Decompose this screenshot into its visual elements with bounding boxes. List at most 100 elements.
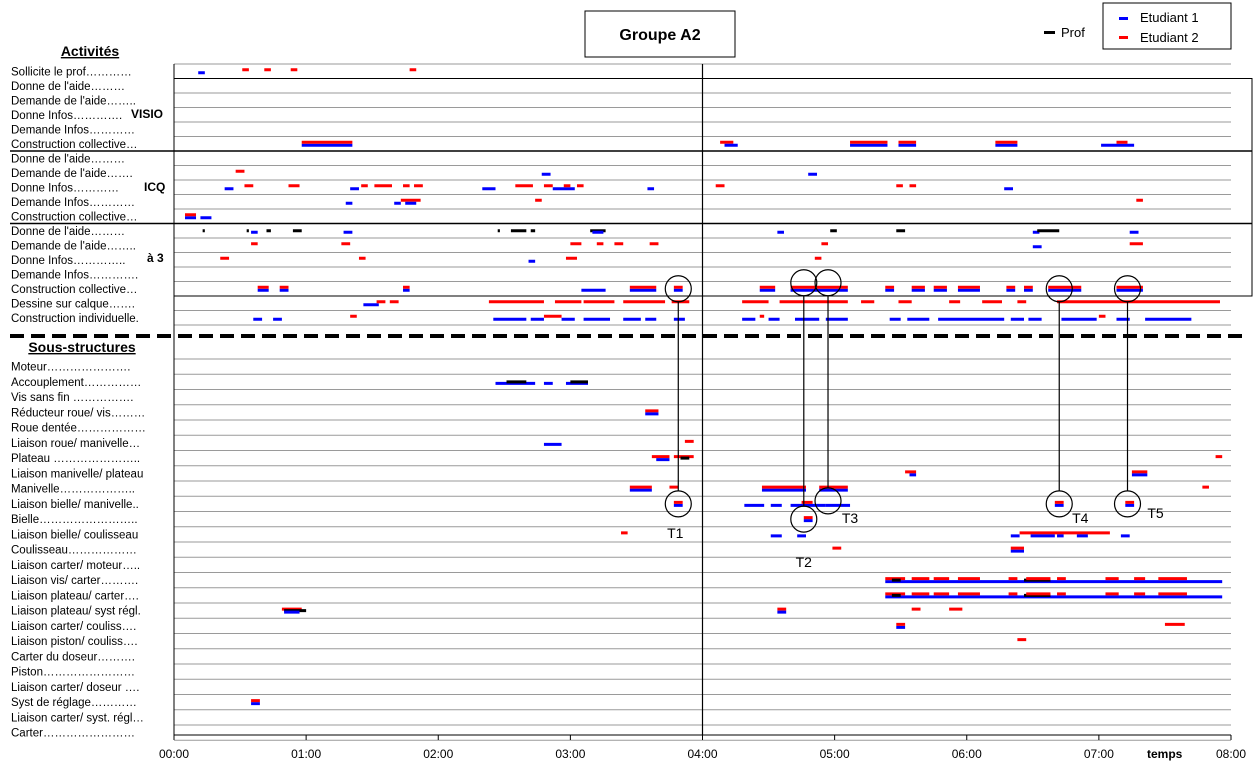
segment-p [246,229,249,233]
segment-e2 [911,285,925,289]
group-label-icq: ICQ [144,180,165,194]
activity-row-label: Demande Infos………… [11,124,135,136]
segment-e2 [803,516,813,520]
segment-e2 [1131,470,1148,474]
segment-e1 [1076,534,1088,538]
segment-e2 [1026,592,1051,596]
annotation-label: T1 [667,525,684,541]
segment-e1 [770,503,782,507]
segment-e2 [911,577,930,581]
activity-row-label: Demande Infos………… [11,197,135,209]
segment-e1 [1032,230,1040,234]
segment-e1 [528,259,536,263]
substructure-row-label: Liaison carter/ doseur …. [11,682,139,694]
x-tick-label: 01:00 [291,747,321,761]
segment-e2 [1057,300,1220,304]
segment-e2 [1105,577,1119,581]
segment-e1 [673,503,683,507]
segment-e1 [552,187,575,191]
segment-e1 [185,216,197,220]
substructure-row-label: Réducteur roue/ vis……… [11,407,145,419]
segment-e2 [684,439,694,443]
segment-e2 [1010,546,1025,550]
segment-e2 [350,314,357,318]
segment-e1 [656,458,670,462]
segment-p [530,229,536,233]
activity-row-label: Donne Infos…………. [11,110,122,122]
segment-p [891,593,901,597]
activity-row-label: Construction collective… [11,284,138,296]
segment-e2 [1116,285,1143,289]
segment-e1 [673,288,683,292]
x-tick-label: 08:00 [1216,747,1246,761]
segment-e2 [251,242,258,246]
segment-e1 [1030,534,1055,538]
activity-row-label: Donne de l'aide……… [11,226,125,238]
activity-row-label: Demande de l'aide…….. [11,240,136,252]
segment-e1 [825,317,848,321]
segment-e2 [576,184,584,188]
segment-e1 [1032,245,1042,249]
segment-e1 [224,187,234,191]
segment-e1 [394,201,401,205]
segment-e1 [790,503,826,507]
activity-row-label: Donne de l'aide……… [11,81,125,93]
activity-row-label: Construction individuelle. [11,313,139,325]
segment-e2 [949,607,963,611]
chart-title: Groupe A2 [619,27,700,44]
segment-e2 [742,300,769,304]
substructure-row-label: Liaison manivelle/ plateau [11,468,143,480]
segment-e1 [1004,187,1013,191]
segment-e2 [1048,285,1082,289]
x-tick-label: 00:00 [159,747,189,761]
segment-e1 [1010,534,1020,538]
segment-e2 [1125,500,1135,504]
segment-e2 [1008,592,1018,596]
segment-e1 [742,317,756,321]
segment-e2 [1054,500,1064,504]
annotation-circle [1113,490,1142,518]
segment-e2 [759,314,765,318]
annotation-label: T5 [1147,505,1164,521]
segment-e2 [1017,300,1027,304]
segment-e1 [777,230,784,234]
activity-row-label: Sollicite le prof………… [11,66,132,78]
segment-e2 [673,285,683,289]
legend-etudiant1-swatch [1119,17,1128,20]
activity-segments [185,68,1223,706]
substructure-row-label: Liaison carter/ couliss…. [11,621,136,633]
segment-e1 [790,288,848,292]
segment-e1 [1116,288,1143,292]
segment-e2 [779,300,848,304]
segment-e2 [403,285,410,289]
segment-e1 [885,580,1223,584]
segment-e1 [345,201,353,205]
segment-e2 [1129,242,1143,246]
substructure-row-label: Roue dentée……………… [11,423,146,435]
segment-e2 [957,577,980,581]
segment-e2 [570,242,582,246]
segment-e2 [957,592,980,596]
segment-p [830,229,837,233]
segment-e2 [1202,485,1209,489]
segment-e2 [911,592,930,596]
activity-row-label: Demande de l'aide……. [11,168,133,180]
annotation-circle [790,269,818,297]
segment-e1 [1125,503,1135,507]
segment-e2 [1008,577,1018,581]
segment-e2 [1215,455,1223,459]
segment-e1 [1120,534,1130,538]
segment-e2 [220,256,230,260]
segment-e2 [850,140,888,144]
substructure-row-label: Vis sans fin ……………. [11,392,134,404]
substructure-row-label: Liaison vis/ carter………. [11,575,138,587]
segment-e1 [1048,288,1082,292]
substructure-row-label: Piston…………………… [11,667,135,679]
segment-e1 [541,172,551,176]
segment-e2 [488,300,544,304]
segment-e1 [561,317,575,321]
substructure-row-label: Plateau ………………….. [11,453,140,465]
segment-e2 [629,285,657,289]
segment-e1 [530,317,544,321]
segment-e2 [673,500,683,504]
